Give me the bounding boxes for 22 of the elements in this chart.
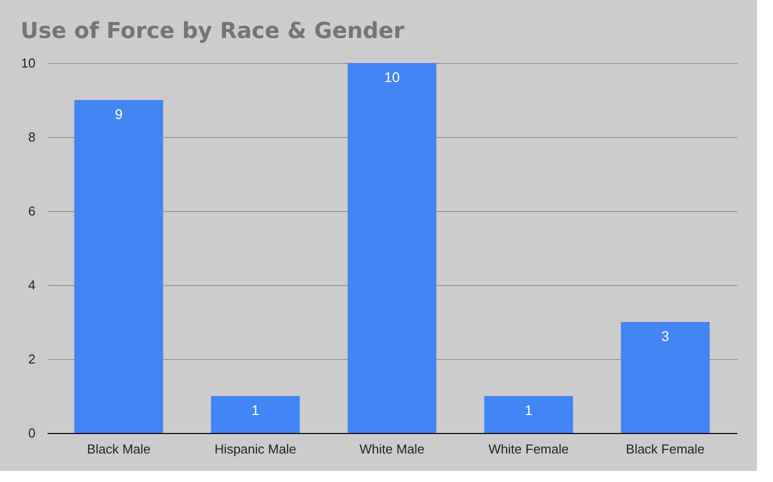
y-tick-label: 6: [28, 204, 36, 218]
data-label: 1: [251, 402, 260, 418]
x-tick-label: Black Male: [86, 442, 151, 456]
chart-title: Use of Force by Race & Gender: [20, 19, 404, 44]
data-label: 1: [524, 402, 533, 418]
x-tick-label: Black Female: [626, 442, 705, 456]
data-label: 9: [114, 106, 123, 122]
x-tick-label: White Female: [488, 442, 569, 456]
y-tick-label: 4: [28, 278, 36, 292]
bar: [74, 100, 164, 433]
bar: [348, 63, 436, 433]
y-tick-label: 2: [28, 352, 36, 366]
y-tick-label: 0: [28, 426, 36, 440]
bar: [620, 322, 710, 433]
y-tick-label: 10: [21, 56, 36, 70]
bar: [484, 396, 574, 433]
bar: [210, 396, 300, 433]
data-label: 10: [384, 69, 400, 85]
x-tick-label: Hispanic Male: [214, 442, 296, 456]
x-tick-label: White Male: [359, 442, 425, 456]
y-tick-label: 8: [28, 130, 36, 144]
data-label: 3: [661, 328, 670, 344]
